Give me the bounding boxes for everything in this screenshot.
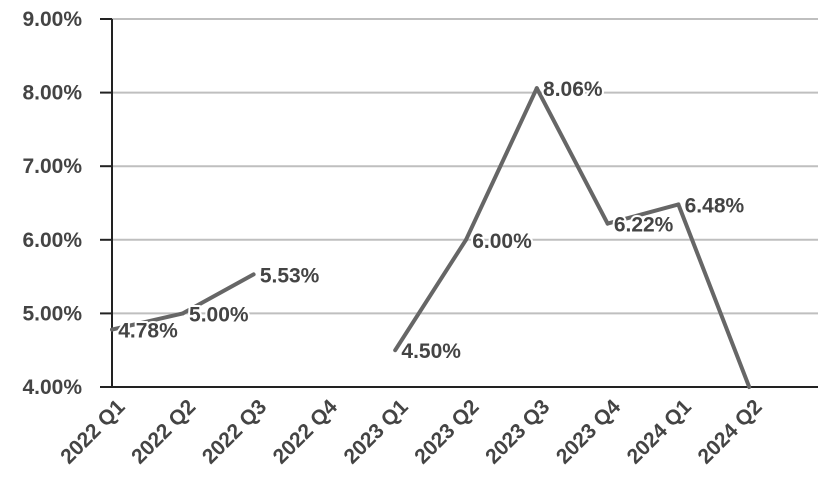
data-label: 5.53% [260, 264, 320, 287]
line-segment [110, 311, 185, 332]
x-tick-label: 2022 Q1 [56, 395, 129, 468]
x-tick-label: 2024 Q1 [623, 395, 696, 468]
line-segment [393, 237, 468, 353]
x-tick-label: 2024 Q2 [693, 395, 766, 468]
y-tick-label: 6.00% [22, 229, 82, 252]
data-labels: 4.78% 5.00% 5.53% 4.50% 6.00% 8.06% 6.22% 6.48% [116, 76, 746, 365]
axes [100, 18, 818, 388]
x-tick-label: 2023 Q1 [339, 395, 412, 468]
x-tick-label: 2023 Q2 [410, 395, 483, 468]
y-axis-tick-labels: 4.00% 5.00% 6.00% 7.00% 8.00% 9.00% [22, 8, 82, 399]
line-segment [676, 202, 752, 389]
line-segment [180, 272, 256, 316]
x-tick-label: 2022 Q2 [127, 395, 200, 468]
x-tick-label: 2023 Q4 [552, 395, 625, 468]
data-label: 5.00% [189, 303, 249, 326]
data-label: 8.06% [543, 78, 603, 101]
x-tick-label: 2022 Q3 [198, 395, 271, 468]
data-label: 6.48% [685, 194, 745, 217]
line-segment [534, 86, 610, 226]
y-tick-label: 7.00% [22, 155, 82, 178]
x-tick-label: 2022 Q4 [269, 395, 342, 468]
y-tick-label: 5.00% [22, 302, 82, 325]
line-segment [605, 202, 681, 226]
y-tick-label: 9.00% [22, 8, 82, 31]
y-tick-label: 8.00% [22, 82, 82, 105]
series-line [110, 86, 752, 389]
x-tick-label: 2023 Q3 [481, 395, 554, 468]
data-label: 4.50% [401, 340, 461, 363]
data-label: 6.22% [614, 214, 674, 237]
data-label: 6.00% [472, 230, 532, 253]
y-tick-label: 4.00% [22, 376, 82, 399]
data-label: 4.78% [118, 320, 178, 343]
line-segment [464, 86, 539, 242]
